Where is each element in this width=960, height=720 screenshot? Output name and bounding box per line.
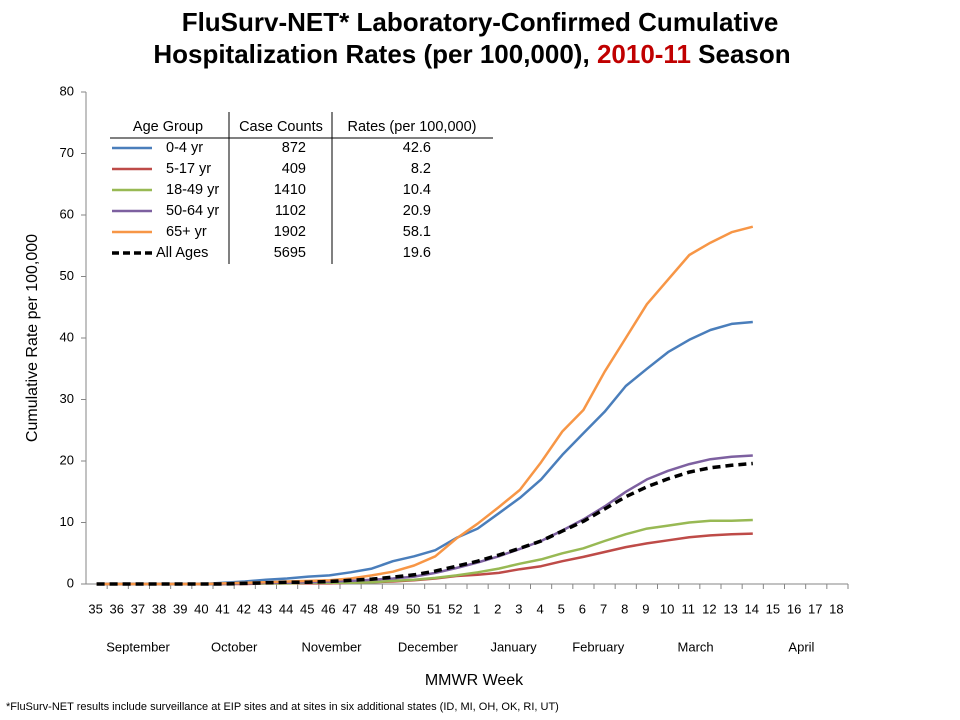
legend-count: 1102 bbox=[275, 203, 306, 219]
month-label: April bbox=[788, 639, 814, 654]
x-tick-label: 45 bbox=[300, 601, 314, 616]
x-tick-label: 40 bbox=[194, 601, 208, 616]
x-tick-label: 13 bbox=[723, 601, 737, 616]
x-tick-label: 39 bbox=[173, 601, 187, 616]
series-line bbox=[96, 225, 754, 586]
footnote: *FluSurv-NET results include surveillanc… bbox=[6, 701, 559, 713]
x-tick-label: 16 bbox=[787, 601, 801, 616]
x-tick-label: 43 bbox=[258, 601, 272, 616]
x-tick-label: 49 bbox=[385, 601, 399, 616]
month-label: September bbox=[106, 639, 170, 654]
legend-label: 18-49 yr bbox=[166, 182, 219, 198]
x-tick-label: 36 bbox=[110, 601, 124, 616]
x-tick-label: 6 bbox=[579, 601, 586, 616]
x-tick-label: 14 bbox=[745, 601, 759, 616]
legend-label: All Ages bbox=[156, 245, 208, 261]
x-tick-label: 12 bbox=[702, 601, 716, 616]
y-tick-label: 30 bbox=[60, 391, 74, 406]
month-label: December bbox=[398, 639, 459, 654]
y-tick-label: 0 bbox=[67, 575, 74, 590]
series-line bbox=[96, 461, 753, 586]
month-label: October bbox=[211, 639, 258, 654]
series-line bbox=[96, 454, 753, 586]
legend-rate: 10.4 bbox=[403, 182, 431, 198]
title-text: Hospitalization Rates (per 100,000), bbox=[153, 39, 589, 69]
legend-rate: 8.2 bbox=[411, 161, 431, 177]
month-label: March bbox=[678, 639, 714, 654]
x-tick-label: 9 bbox=[642, 601, 649, 616]
legend-header: Rates (per 100,000) bbox=[348, 119, 477, 135]
x-tick-label: 18 bbox=[829, 601, 843, 616]
legend-rate: 20.9 bbox=[403, 203, 431, 219]
legend-count: 1410 bbox=[274, 182, 306, 198]
y-tick-label: 60 bbox=[60, 206, 74, 221]
x-tick-label: 15 bbox=[766, 601, 780, 616]
legend-rate: 58.1 bbox=[403, 224, 431, 240]
y-tick-label: 80 bbox=[60, 83, 74, 98]
legend-header: Case Counts bbox=[239, 119, 323, 135]
y-tick-label: 50 bbox=[60, 268, 74, 283]
x-tick-label: 46 bbox=[321, 601, 335, 616]
series-line bbox=[96, 532, 753, 586]
title-end: Season bbox=[698, 39, 791, 69]
legend-rate: 42.6 bbox=[403, 140, 431, 156]
legend-count: 872 bbox=[282, 140, 306, 156]
x-tick-label: 11 bbox=[682, 601, 696, 616]
x-tick-label: 8 bbox=[621, 601, 628, 616]
chart-title: FluSurv-NET* Laboratory-Confirmed Cumula… bbox=[182, 7, 779, 37]
legend-header: Age Group bbox=[133, 119, 203, 135]
x-tick-label: 7 bbox=[600, 601, 607, 616]
x-tick-label: 2 bbox=[494, 601, 501, 616]
legend-label: 65+ yr bbox=[166, 224, 207, 240]
y-tick-label: 20 bbox=[60, 452, 74, 467]
legend-count: 5695 bbox=[274, 245, 306, 261]
x-axis-label: MMWR Week bbox=[425, 672, 524, 689]
x-tick-label: 10 bbox=[660, 601, 674, 616]
month-label: November bbox=[302, 639, 363, 654]
x-tick-label: 1 bbox=[473, 601, 480, 616]
x-tick-label: 41 bbox=[215, 601, 229, 616]
x-tick-label: 3 bbox=[515, 601, 522, 616]
x-tick-label: 5 bbox=[558, 601, 565, 616]
x-tick-label: 4 bbox=[536, 601, 543, 616]
x-tick-label: 47 bbox=[342, 601, 356, 616]
x-tick-label: 50 bbox=[406, 601, 420, 616]
legend-count: 1902 bbox=[274, 224, 306, 240]
y-tick-label: 70 bbox=[60, 145, 74, 160]
x-tick-label: 48 bbox=[364, 601, 378, 616]
x-tick-label: 37 bbox=[131, 601, 145, 616]
x-tick-label: 51 bbox=[427, 601, 441, 616]
chart-title-line2: Hospitalization Rates (per 100,000), 201… bbox=[153, 39, 790, 69]
y-tick-label: 40 bbox=[60, 329, 74, 344]
x-tick-label: 17 bbox=[808, 601, 822, 616]
legend-label: 0-4 yr bbox=[166, 140, 203, 156]
y-tick-label: 10 bbox=[60, 514, 74, 529]
legend-count: 409 bbox=[282, 161, 306, 177]
x-tick-label: 42 bbox=[237, 601, 251, 616]
x-tick-label: 35 bbox=[88, 601, 102, 616]
legend-label: 50-64 yr bbox=[166, 203, 219, 219]
y-axis-label: Cumulative Rate per 100,000 bbox=[24, 234, 41, 442]
legend-label: 5-17 yr bbox=[166, 161, 211, 177]
series-line bbox=[96, 320, 753, 586]
month-label: January bbox=[490, 639, 537, 654]
x-tick-label: 52 bbox=[448, 601, 462, 616]
legend-rate: 19.6 bbox=[403, 245, 431, 261]
x-tick-label: 38 bbox=[152, 601, 166, 616]
x-tick-label: 44 bbox=[279, 601, 293, 616]
title-season: 2010-11 bbox=[597, 39, 691, 69]
month-label: February bbox=[572, 639, 625, 654]
